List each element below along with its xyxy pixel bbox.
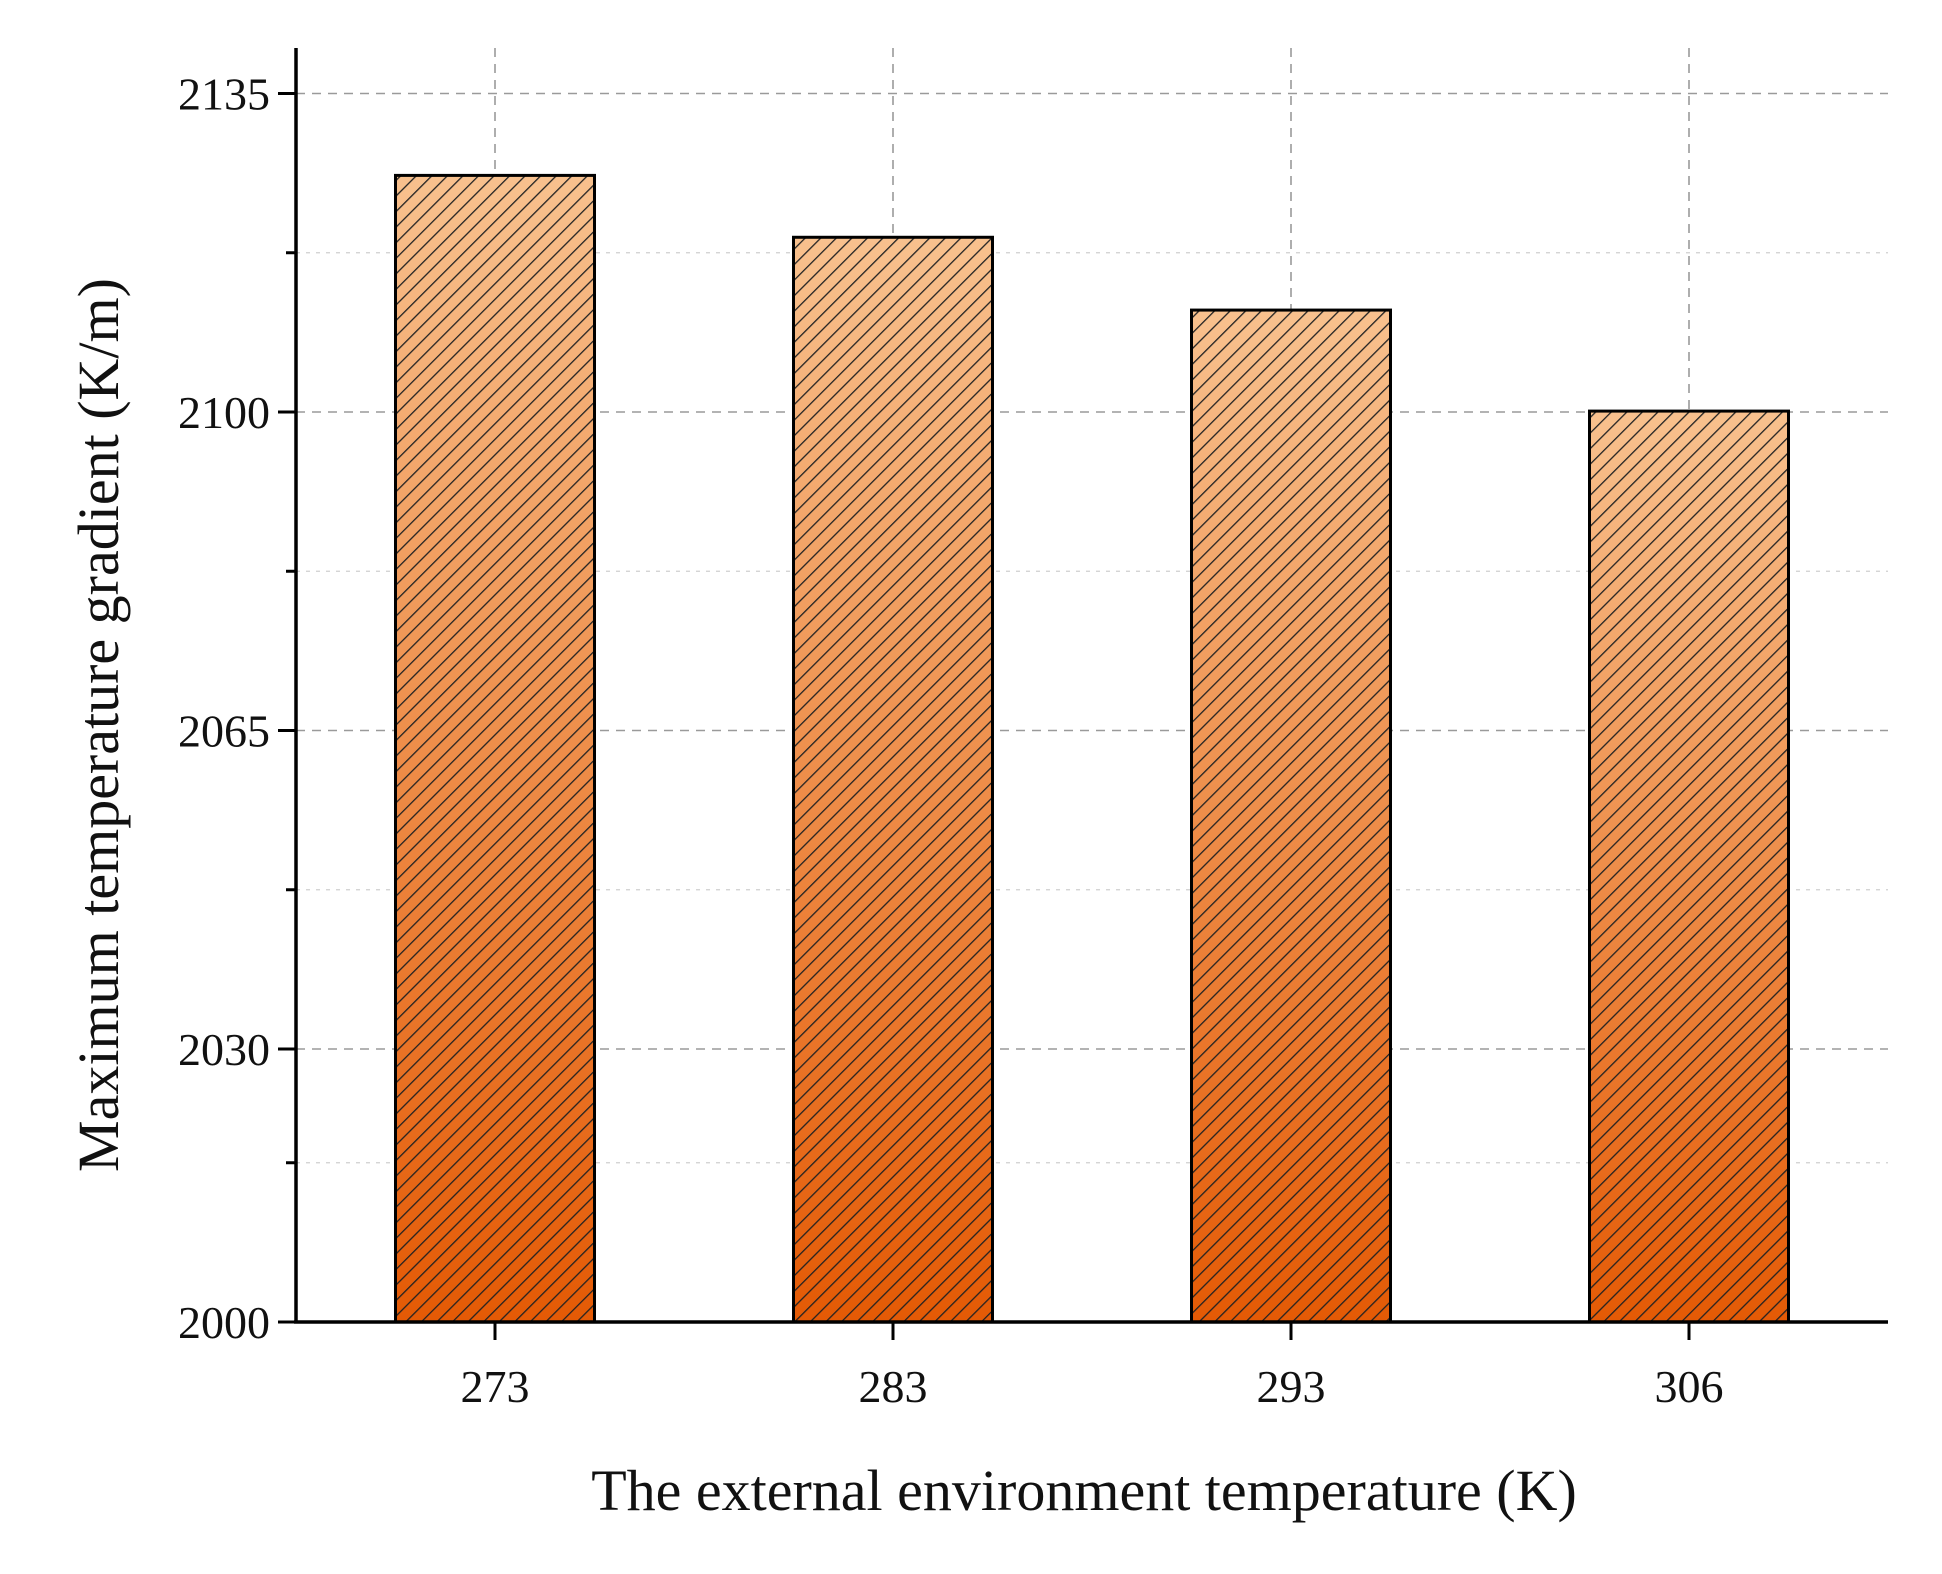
bar-hatch [1190,308,1392,1324]
tick-labels: 2000 2030 2065 2100 2135 273 283 293 306 [178,69,1724,1413]
y-tick-label: 2100 [178,387,270,438]
y-axis-title: Maximum temperature gradient (K/m) [66,278,131,1172]
x-tick-label: 283 [859,1361,928,1412]
x-tick-label: 306 [1655,1361,1724,1412]
x-tick-label: 293 [1257,1361,1326,1412]
bar-293 [1190,308,1392,1324]
y-tick-label: 2000 [178,1297,270,1348]
axes [278,48,1888,1340]
bar-306 [1588,409,1790,1324]
x-tick-label: 273 [461,1361,530,1412]
bars [394,173,1790,1324]
bar-273 [394,173,596,1324]
bar-hatch [394,173,596,1324]
x-axis-title: The external environment temperature (K) [591,1458,1577,1523]
y-tick-label: 2135 [178,69,270,120]
bar-283 [792,235,994,1324]
bar-hatch [1588,409,1790,1324]
bar-hatch [792,235,994,1324]
y-tick-label: 2065 [178,706,270,757]
y-tick-label: 2030 [178,1024,270,1075]
